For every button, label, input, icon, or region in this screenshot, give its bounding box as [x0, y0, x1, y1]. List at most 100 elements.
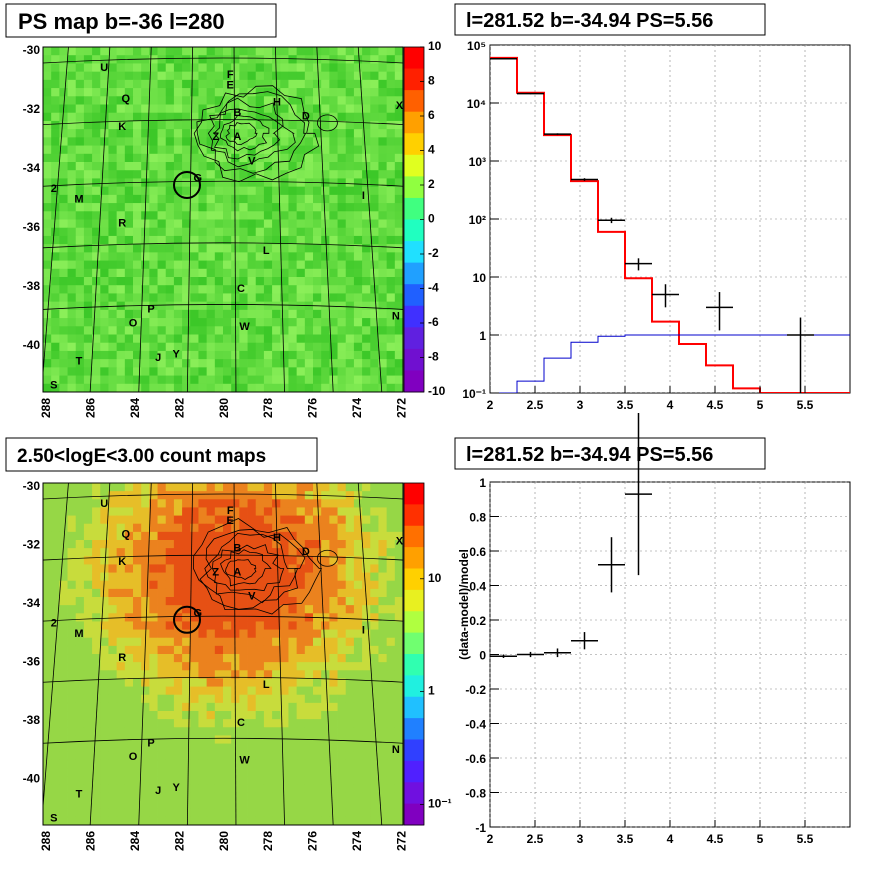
colorbar-tick-label: 6 [428, 108, 435, 122]
ps-map-title: PS map b=-36 l=280 [18, 9, 225, 34]
lon-gridline [43, 483, 69, 812]
source-label: B [233, 542, 241, 554]
colorbar-segment [404, 154, 424, 177]
colorbar-frame [403, 482, 425, 826]
x-tick-label: 4 [667, 832, 674, 846]
y-tick-label: 0 [479, 649, 486, 663]
source-label: D [302, 546, 310, 558]
data-point [571, 632, 598, 650]
y-axis-label: (data-model)/model [457, 549, 471, 660]
lat-tick-label: -30 [23, 43, 41, 57]
source-label: T [76, 355, 83, 367]
contour-line [192, 518, 323, 615]
spectrum-title-box: l=281.52 b=-34.94 PS=5.56 [454, 3, 766, 36]
source-label: L [263, 679, 270, 691]
lat-gridline [43, 119, 403, 126]
lon-tick-label: 288 [39, 831, 53, 851]
colorbar-tick-label: -4 [428, 281, 439, 295]
colorbar-segment [404, 568, 424, 591]
source-label: P [147, 737, 154, 749]
colorbar-segment [404, 782, 424, 805]
lon-tick-label: 276 [306, 398, 320, 418]
colorbar-tick-label: -8 [428, 350, 439, 364]
lat-gridline [43, 242, 403, 249]
source-circle [173, 605, 201, 634]
histogram-model-total [490, 56, 850, 393]
source-label: U [100, 498, 108, 510]
map-frame [42, 46, 404, 393]
source-label: D [302, 110, 310, 122]
colorbar-segment [404, 111, 424, 134]
x-tick-label: 4 [667, 398, 674, 412]
lon-tick-label: 272 [395, 398, 409, 418]
source-label: Z [212, 131, 219, 143]
colorbar-tick-label: 8 [428, 74, 435, 88]
colorbar-segment [404, 739, 424, 762]
colorbar-tick-label: -10 [428, 384, 446, 398]
data-point [517, 651, 544, 658]
source-label: I [362, 624, 365, 636]
source-label: W [239, 754, 250, 766]
x-tick-label: 3 [577, 398, 584, 412]
data-point [652, 284, 679, 308]
colorbar-segment [404, 47, 424, 70]
contour-line [199, 528, 306, 610]
source-label: O [129, 751, 138, 763]
colorbar-segment [404, 632, 424, 655]
map-area: U Q K 2 M R T S OP J Y C W L N I X D H E B Z A F V G [43, 47, 403, 392]
x-tick-label: 5 [757, 398, 764, 412]
x-tick-label: 5.5 [797, 398, 814, 412]
lon-gridline [275, 47, 285, 392]
source-label: B [233, 107, 241, 119]
y-tick-label: -0.4 [465, 718, 486, 732]
y-tick-label: 1 [479, 329, 486, 343]
x-tick-label: 4.5 [707, 832, 724, 846]
count-map-title-box: 2.50<logE<3.00 count maps [5, 437, 318, 472]
colorbar-tick-label: 10⁻¹ [428, 796, 452, 810]
lon-tick-label: 280 [217, 398, 231, 418]
spectrum-chart: 2 2.5 3 3.5 4 4.5 5 5.5 10⁻¹ 1 10 10² 10³ 10⁴ 10⁵ [462, 39, 851, 412]
lon-tick-label: 278 [261, 398, 275, 418]
count-map-title: 2.50<logE<3.00 count maps [17, 446, 266, 467]
lon-tick-label: 286 [83, 398, 97, 418]
source-label: K [118, 121, 126, 133]
contour-line [204, 532, 299, 604]
lat-tick-label: -32 [23, 102, 41, 116]
data-point [598, 217, 625, 224]
source-label: R [118, 652, 126, 664]
lon-tick-label: 274 [350, 398, 364, 418]
source-label: C [237, 717, 245, 729]
lat-gridline [43, 615, 403, 622]
colorbar-tick-label: 2 [428, 177, 435, 191]
lon-tick-label: 284 [128, 831, 142, 851]
x-tick-label: 2.5 [527, 832, 544, 846]
y-tick-label: 0.6 [469, 545, 486, 559]
ps-map-title-box: PS map b=-36 l=280 [5, 3, 277, 38]
colorbar-segment [404, 525, 424, 548]
lon-tick-label: 274 [350, 831, 364, 851]
colorbar-segment [404, 68, 424, 91]
colorbar-segment [404, 197, 424, 220]
colorbar-segment [404, 483, 424, 505]
colorbar-segment [404, 803, 424, 826]
lon-tick-label: 282 [172, 831, 186, 851]
data-point [490, 57, 517, 60]
lon-tick-label: 276 [306, 831, 320, 851]
source-label: I [362, 190, 365, 202]
data-point [787, 317, 814, 393]
contour-line [316, 549, 338, 567]
lat-gridline [43, 554, 403, 561]
ps-colorbar: 10 8 6 4 2 0 -2 -4 -6 -8 -10 [403, 39, 446, 398]
source-label: K [118, 556, 126, 568]
colorbar-segment [404, 176, 424, 199]
contour-line [225, 122, 258, 146]
y-tick-label: 10⁵ [467, 39, 486, 53]
data-point [544, 133, 571, 136]
y-tick-label: 0.8 [469, 511, 486, 525]
contour-line [193, 85, 320, 183]
contour-line [196, 91, 307, 174]
x-tick-label: 2 [487, 398, 494, 412]
lon-gridline [186, 483, 194, 825]
colorbar-tick-label: 10 [428, 571, 442, 585]
